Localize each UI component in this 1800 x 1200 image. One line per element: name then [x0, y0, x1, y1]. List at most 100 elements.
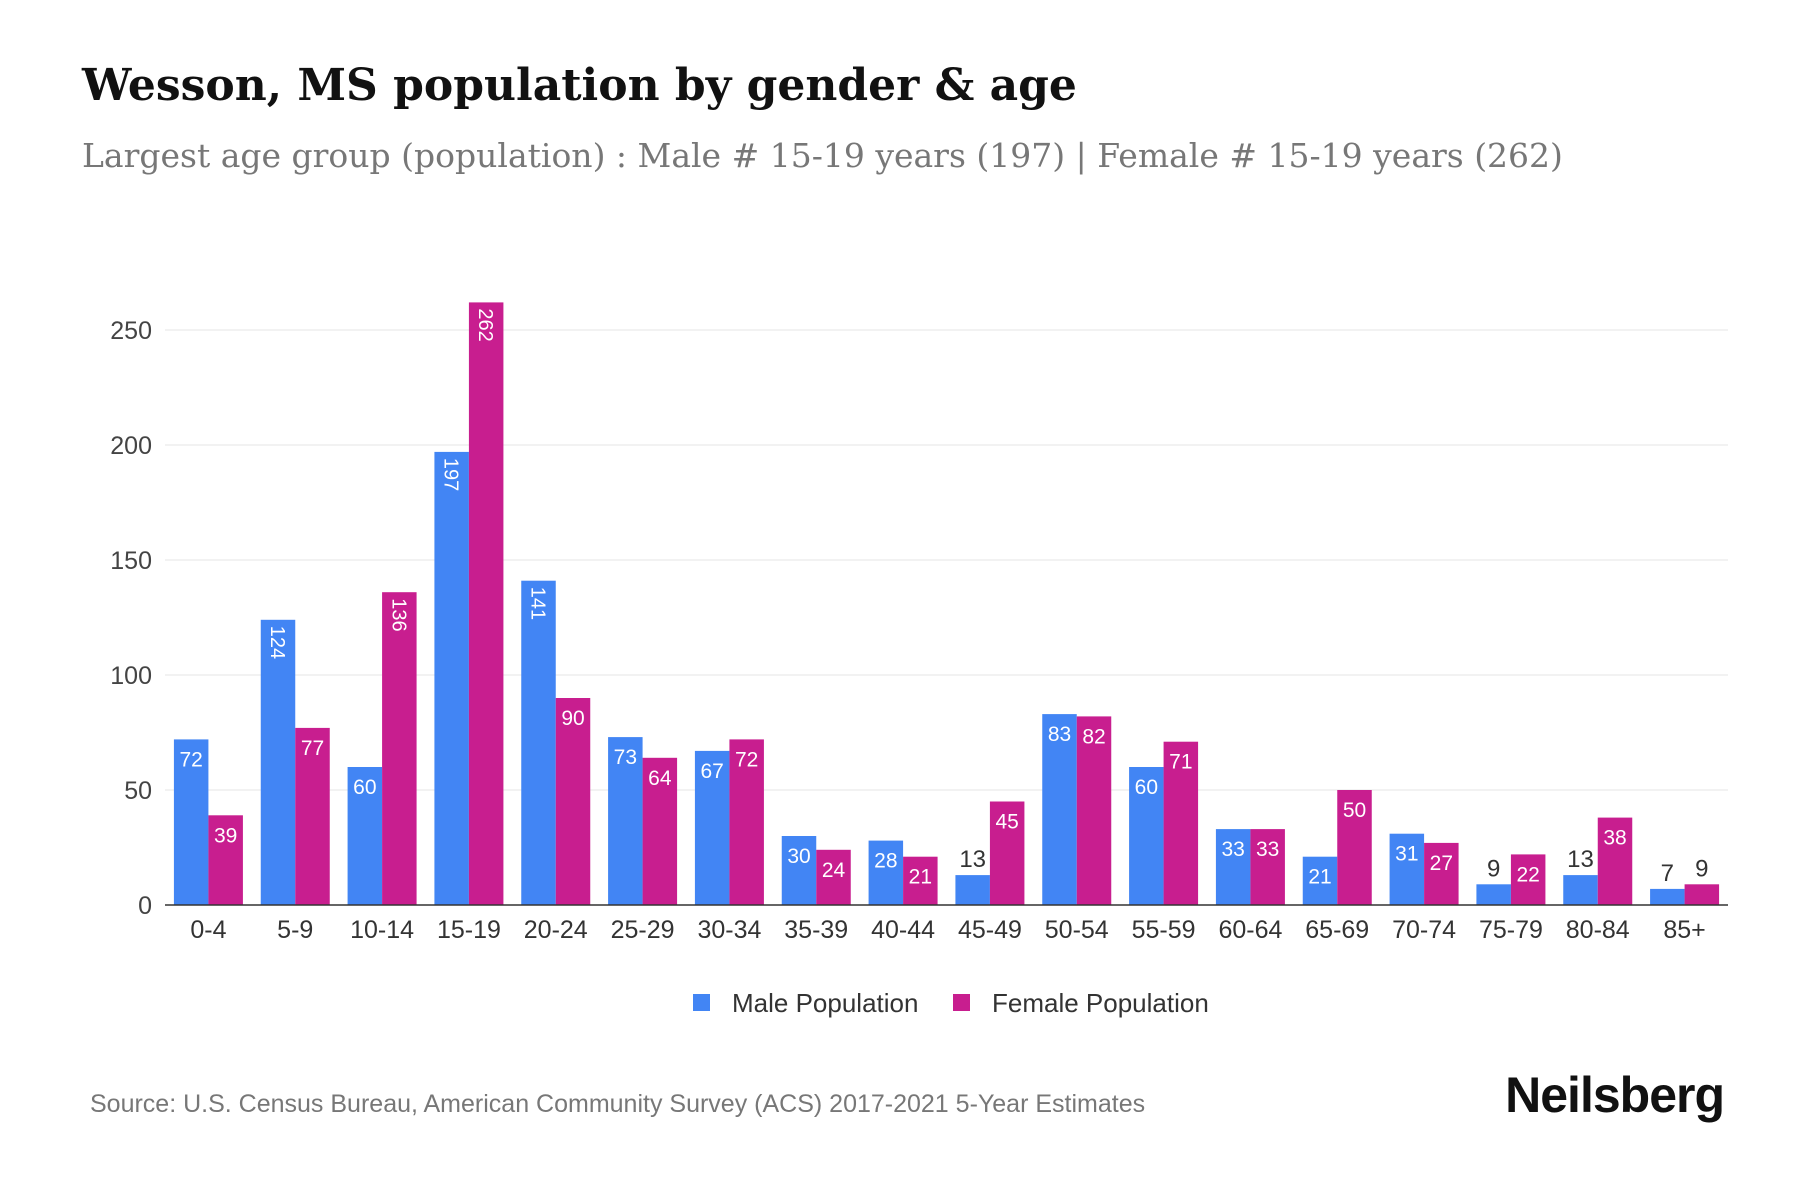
bar-male: [1215, 829, 1251, 905]
data-label: 13: [959, 846, 986, 873]
bar-female: [555, 698, 591, 905]
data-label: 72: [735, 748, 758, 771]
chart-title: Wesson, MS population by gender & age: [82, 60, 1077, 111]
bar-male: [608, 737, 643, 905]
bar-female: [1510, 854, 1546, 905]
data-label: 33: [1221, 838, 1244, 861]
data-label: 77: [301, 737, 324, 760]
bar-female: [1250, 829, 1285, 905]
bar-female: [468, 302, 504, 905]
bar-female: [1163, 741, 1199, 905]
data-label: 21: [1308, 866, 1331, 889]
data-label: 141: [527, 587, 549, 620]
legend-swatch-female: [953, 994, 970, 1011]
x-tick-label: 40-44: [871, 916, 935, 944]
bar-male: [955, 875, 990, 905]
x-tick-label: 30-34: [697, 916, 761, 944]
x-tick-label: 55-59: [1132, 916, 1196, 944]
data-label: 21: [909, 866, 932, 889]
data-label: 60: [1135, 776, 1158, 799]
neilsberg-logo: Neilsberg: [1505, 1067, 1725, 1123]
data-label: 124: [266, 626, 288, 659]
bar-female: [1424, 842, 1459, 905]
bar-male: [1389, 833, 1425, 905]
x-tick-label: 50-54: [1045, 916, 1109, 944]
bar-male: [260, 619, 296, 905]
data-label: 7: [1661, 860, 1674, 887]
data-label: 45: [995, 811, 1018, 834]
y-tick-label: 0: [138, 892, 152, 920]
bar-male: [781, 836, 817, 905]
x-tick-label: 45-49: [958, 916, 1022, 944]
x-tick-label: 15-19: [437, 916, 501, 944]
data-label: 24: [822, 859, 846, 882]
bar-female: [816, 849, 851, 905]
bar-male: [1129, 767, 1164, 905]
data-label: 28: [874, 850, 897, 873]
y-tick-label: 250: [110, 317, 152, 345]
data-label: 72: [179, 748, 202, 771]
x-tick-label: 5-9: [277, 916, 313, 944]
data-label: 39: [214, 824, 237, 847]
bar-male: [1650, 888, 1685, 905]
data-label: 50: [1343, 799, 1366, 822]
data-label: 60: [353, 776, 376, 799]
y-tick-label: 100: [110, 662, 152, 690]
bar-male: [1476, 884, 1511, 905]
legend-label: Female Population: [992, 988, 1209, 1018]
y-tick-label: 200: [110, 432, 152, 460]
bar-male: [521, 580, 556, 905]
legend-label: Male Population: [732, 988, 918, 1018]
x-tick-label: 85+: [1663, 916, 1705, 944]
bar-male: [868, 840, 904, 905]
data-label: 90: [561, 707, 584, 730]
x-tick-label: 35-39: [784, 916, 848, 944]
bar-female: [642, 757, 678, 905]
data-label: 136: [387, 598, 409, 631]
data-label: 64: [648, 767, 672, 790]
bar-female: [729, 739, 764, 905]
x-tick-label: 70-74: [1392, 916, 1456, 944]
data-label: 22: [1516, 863, 1539, 886]
data-label: 9: [1487, 855, 1500, 882]
data-label: 67: [700, 760, 723, 783]
bar-female: [382, 592, 417, 905]
data-label: 71: [1169, 751, 1192, 774]
x-tick-label: 75-79: [1479, 916, 1543, 944]
bar-female: [1076, 716, 1112, 905]
chart-subtitle: Largest age group (population) : Male # …: [82, 136, 1563, 175]
x-tick-label: 25-29: [611, 916, 675, 944]
source-note: Source: U.S. Census Bureau, American Com…: [90, 1090, 1146, 1118]
data-label: 82: [1082, 725, 1105, 748]
data-label: 33: [1256, 838, 1279, 861]
bar-male: [347, 767, 383, 905]
bar-male: [694, 750, 730, 905]
x-tick-label: 80-84: [1566, 916, 1630, 944]
bar-female: [1337, 790, 1372, 905]
bar-female: [1597, 817, 1633, 905]
data-label: 83: [1048, 723, 1071, 746]
data-label: 38: [1603, 827, 1626, 850]
bar-male: [1302, 856, 1338, 905]
bar-female: [208, 815, 243, 905]
data-label: 197: [440, 458, 462, 491]
y-tick-label: 50: [124, 777, 152, 805]
x-tick-label: 10-14: [350, 916, 414, 944]
data-label: 30: [787, 845, 810, 868]
data-label: 9: [1695, 855, 1708, 882]
data-label: 262: [474, 308, 496, 341]
data-label: 31: [1395, 843, 1418, 866]
x-tick-label: 60-64: [1218, 916, 1282, 944]
bar-female: [903, 856, 938, 905]
data-label: 27: [1430, 852, 1453, 875]
legend-swatch-male: [693, 994, 710, 1011]
bar-male: [1042, 714, 1077, 905]
bar-female: [295, 727, 330, 905]
data-label: 73: [614, 746, 637, 769]
bar-female: [989, 801, 1025, 905]
bar-male: [434, 451, 469, 905]
bar-male: [173, 739, 209, 905]
y-tick-label: 150: [110, 547, 152, 575]
bar-male: [1563, 875, 1598, 905]
